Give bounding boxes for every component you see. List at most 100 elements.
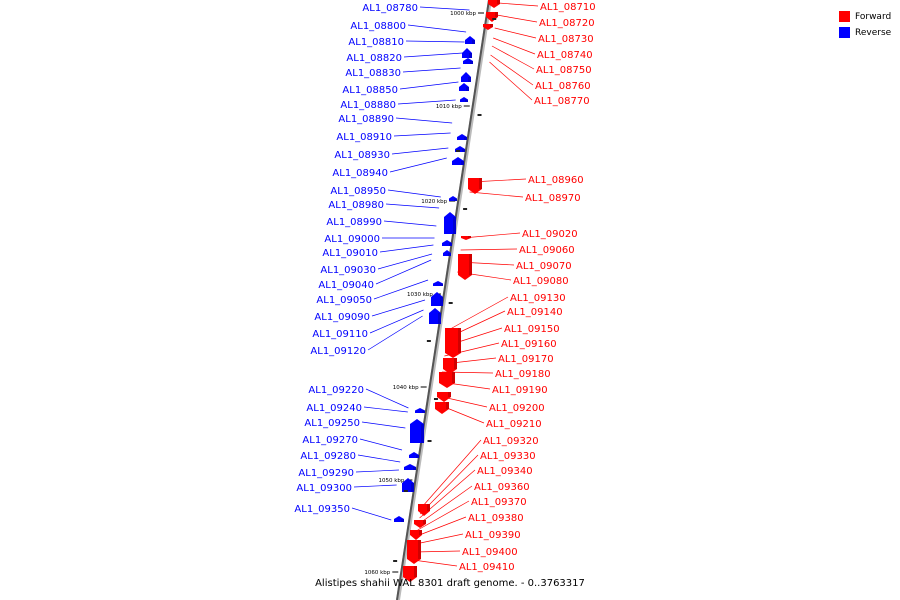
forward-gene-label[interactable]: AL1_09070 [516, 261, 572, 272]
forward-gene-label[interactable]: AL1_08770 [534, 96, 590, 107]
reverse-gene-label[interactable]: AL1_09120 [310, 346, 366, 357]
reverse-gene-feature [410, 419, 424, 443]
reverse-gene-label[interactable]: AL1_08990 [326, 217, 382, 228]
reverse-leader-line [387, 189, 441, 198]
scale-tick-label: 1020 kbp [421, 199, 447, 205]
forward-gene-label[interactable]: AL1_09210 [486, 419, 542, 430]
forward-gene-label[interactable]: AL1_09150 [504, 324, 560, 335]
minor-feature-mark [477, 114, 482, 116]
reverse-gene-label[interactable]: AL1_09050 [316, 295, 372, 306]
reverse-gene-feature [461, 72, 471, 82]
reverse-gene-feature [462, 48, 472, 58]
reverse-leader-line [359, 438, 403, 451]
forward-gene-label[interactable]: AL1_08960 [528, 175, 584, 186]
forward-gene-feature [468, 178, 482, 194]
forward-gene-label[interactable]: AL1_09080 [513, 276, 569, 287]
reverse-gene-label[interactable]: AL1_09040 [318, 280, 374, 291]
forward-gene-label[interactable]: AL1_09360 [474, 482, 530, 493]
forward-gene-feature [483, 24, 493, 30]
forward-gene-label[interactable]: AL1_09370 [471, 497, 527, 508]
reverse-gene-label[interactable]: AL1_09030 [320, 265, 376, 276]
reverse-gene-feature [459, 83, 469, 91]
reverse-gene-label[interactable]: AL1_09220 [308, 385, 364, 396]
reverse-gene-label[interactable]: AL1_08880 [340, 100, 396, 111]
reverse-leader-line [385, 203, 440, 209]
reverse-leader-line [379, 244, 434, 253]
forward-gene-label[interactable]: AL1_09180 [495, 369, 551, 380]
forward-gene-feature [443, 358, 457, 374]
legend-label-reverse: Reverse [855, 27, 892, 38]
minor-feature-mark [403, 490, 408, 492]
forward-gene-label[interactable]: AL1_09390 [465, 530, 521, 541]
forward-gene-label[interactable]: AL1_09340 [477, 466, 533, 477]
reverse-gene-label[interactable]: AL1_09000 [324, 234, 380, 245]
reverse-gene-label[interactable]: AL1_09240 [306, 403, 362, 414]
reverse-gene-label[interactable]: AL1_08800 [350, 21, 406, 32]
forward-gene-label[interactable]: AL1_09380 [468, 513, 524, 524]
reverse-gene-label[interactable]: AL1_08810 [348, 37, 404, 48]
reverse-gene-label[interactable]: AL1_08820 [346, 53, 402, 64]
forward-gene-label[interactable]: AL1_09140 [507, 307, 563, 318]
reverse-gene-label[interactable]: AL1_09250 [304, 418, 360, 429]
reverse-gene-label[interactable]: AL1_09280 [300, 451, 356, 462]
reverse-leader-line [353, 484, 397, 488]
reverse-gene-label[interactable]: AL1_08850 [342, 85, 398, 96]
forward-gene-feature [403, 566, 417, 582]
legend-label-forward: Forward [855, 11, 892, 22]
minor-feature-mark [463, 208, 468, 210]
forward-leader-line [491, 45, 535, 70]
forward-gene-label[interactable]: AL1_08720 [539, 18, 595, 29]
forward-gene-label[interactable]: AL1_09020 [522, 229, 578, 240]
forward-gene-label[interactable]: AL1_08730 [538, 34, 594, 45]
reverse-gene-label[interactable]: AL1_08910 [336, 132, 392, 143]
forward-gene-label[interactable]: AL1_09400 [462, 547, 518, 558]
reverse-gene-label[interactable]: AL1_09350 [294, 504, 350, 515]
forward-leader-line [462, 232, 521, 239]
scale-tick-label: 1060 kbp [364, 570, 390, 576]
reverse-leader-line [402, 67, 461, 73]
reverse-gene-label[interactable]: AL1_08780 [362, 3, 418, 14]
forward-gene-label[interactable]: AL1_09410 [459, 562, 515, 573]
reverse-gene-feature [444, 212, 456, 234]
reverse-gene-label[interactable]: AL1_09300 [296, 483, 352, 494]
reverse-gene-label[interactable]: AL1_08940 [332, 168, 388, 179]
reverse-gene-feature [463, 58, 473, 64]
reverse-gene-label[interactable]: AL1_08930 [334, 150, 390, 161]
reverse-gene-feature [415, 408, 425, 413]
reverse-leader-line [371, 299, 426, 317]
forward-gene-label[interactable]: AL1_08760 [535, 81, 591, 92]
forward-gene-label[interactable]: AL1_08750 [536, 65, 592, 76]
forward-gene-feature [407, 540, 421, 564]
reverse-gene-label[interactable]: AL1_09090 [314, 312, 370, 323]
reverse-leader-line [383, 220, 437, 227]
forward-gene-label[interactable]: AL1_09330 [480, 451, 536, 462]
reverse-gene-label[interactable]: AL1_08830 [345, 68, 401, 79]
reverse-gene-label[interactable]: AL1_08980 [328, 200, 384, 211]
reverse-gene-label[interactable]: AL1_09270 [302, 435, 358, 446]
forward-gene-feature [437, 392, 451, 402]
forward-leader-line [460, 248, 518, 251]
forward-gene-feature [435, 402, 449, 414]
forward-gene-label[interactable]: AL1_08970 [525, 193, 581, 204]
reverse-gene-label[interactable]: AL1_08950 [330, 186, 386, 197]
forward-gene-label[interactable]: AL1_08740 [537, 50, 593, 61]
forward-gene-label[interactable]: AL1_09130 [510, 293, 566, 304]
forward-gene-label[interactable]: AL1_09060 [519, 245, 575, 256]
reverse-gene-feature [443, 250, 451, 256]
forward-gene-label[interactable]: AL1_09190 [492, 385, 548, 396]
forward-gene-label[interactable]: AL1_09320 [483, 436, 539, 447]
forward-gene-label[interactable]: AL1_09200 [489, 403, 545, 414]
forward-gene-feature [445, 328, 461, 358]
forward-leader-line [420, 439, 482, 509]
reverse-gene-feature [429, 308, 441, 324]
reverse-gene-label[interactable]: AL1_09290 [298, 468, 354, 479]
reverse-gene-label[interactable]: AL1_09010 [322, 248, 378, 259]
reverse-gene-label[interactable]: AL1_08890 [338, 114, 394, 125]
forward-gene-label[interactable]: AL1_09170 [498, 354, 554, 365]
reverse-gene-feature [465, 36, 475, 44]
forward-gene-label[interactable]: AL1_09160 [501, 339, 557, 350]
forward-gene-label[interactable]: AL1_08710 [540, 2, 596, 13]
reverse-gene-label[interactable]: AL1_09110 [312, 329, 368, 340]
reverse-gene-feature [452, 157, 464, 165]
